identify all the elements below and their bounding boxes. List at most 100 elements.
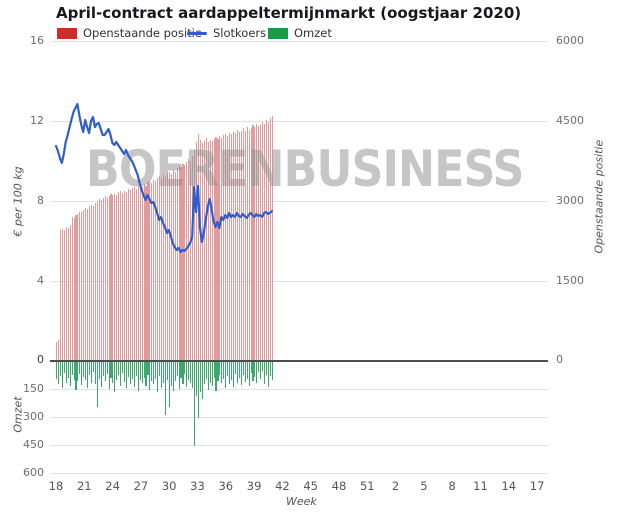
gridline (50, 201, 548, 202)
legend: Openstaande positie Slotkoers Omzet (0, 26, 625, 42)
omzet-bar (213, 362, 215, 378)
open-interest-bar (118, 192, 120, 361)
omzet-bar (81, 362, 83, 386)
omzet-bar (71, 362, 73, 376)
omzet-bar (192, 362, 194, 389)
open-interest-bar (96, 201, 98, 361)
omzet-bar (100, 362, 102, 388)
omzet-bar (260, 362, 262, 379)
open-interest-bar (104, 196, 106, 361)
omzet-bar (217, 362, 219, 381)
omzet-bar (94, 362, 96, 385)
right-axis-tick: 3000 (556, 194, 584, 207)
x-axis-tick-week: 2 (391, 479, 400, 493)
x-axis-tick-week: 17 (529, 479, 545, 493)
omzet-bar (69, 362, 71, 387)
omzet-bar (238, 362, 240, 378)
open-interest-bar (188, 159, 190, 361)
omzet-bar (262, 362, 264, 372)
omzet-bar (67, 362, 69, 378)
open-interest-bar (126, 191, 128, 361)
omzet-bar (252, 362, 254, 381)
volume-axis-tick: 150 (23, 382, 44, 395)
x-axis-tick-week: 30 (161, 479, 177, 493)
open-interest-bar (114, 193, 116, 361)
volume-axis-tick: 600 (23, 466, 44, 479)
left-axis-tick: 12 (30, 114, 44, 127)
omzet-bar (180, 362, 182, 378)
open-interest-bar (141, 186, 143, 361)
open-interest-bar (108, 195, 110, 361)
open-interest-bar (71, 217, 73, 361)
omzet-bar (184, 362, 186, 375)
omzet-bar (182, 362, 184, 385)
legend-item-slotkoers[interactable]: Slotkoers (187, 26, 266, 40)
open-interest-bar (61, 228, 63, 361)
omzet-bar (147, 362, 149, 376)
omzet-bar (85, 362, 87, 380)
x-axis-tick-week: 21 (76, 479, 92, 493)
gridline (50, 417, 548, 418)
omzet-bar (126, 362, 128, 389)
omzet-bar (203, 362, 205, 385)
open-interest-bar (87, 209, 89, 361)
x-axis-tick-week: 18 (48, 479, 64, 493)
omzet-bar (131, 362, 133, 379)
open-interest-bar (149, 180, 151, 361)
omzet-bar (135, 362, 137, 376)
omzet-bar (124, 362, 126, 382)
open-interest-bar (112, 195, 114, 361)
legend-item-openstaande-positie[interactable]: Openstaande positie (57, 26, 202, 40)
legend-swatch-open-interest (57, 27, 77, 39)
omzet-bar (246, 362, 248, 379)
omzet-bar (120, 362, 122, 387)
open-interest-bar (182, 163, 184, 361)
legend-item-omzet[interactable]: Omzet (268, 26, 332, 40)
right-axis-tick: 1500 (556, 274, 584, 287)
omzet-bar (112, 362, 114, 384)
right-axis-tick: 4500 (556, 114, 584, 127)
x-axis-tick-week: 45 (303, 479, 318, 493)
open-interest-bar (131, 188, 133, 361)
omzet-bar (232, 362, 235, 388)
x-axis-tick-week: 42 (275, 479, 290, 493)
open-interest-bar (190, 161, 192, 361)
omzet-bar (114, 362, 116, 392)
open-interest-bar (77, 213, 79, 361)
legend-label-openstaande-positie: Openstaande positie (83, 26, 202, 40)
open-interest-bar (120, 191, 122, 361)
omzet-bar (199, 362, 202, 392)
omzet-bar (231, 362, 233, 380)
open-interest-bar (69, 225, 71, 361)
right-axis-tick-zero: 0 (556, 353, 563, 366)
omzet-bar (254, 362, 256, 377)
open-interest-bar (137, 186, 139, 361)
x-axis-tick-week: 14 (501, 479, 517, 493)
x-axis-tick-week: 48 (331, 479, 347, 493)
omzet-bar (137, 362, 139, 391)
omzet-bar (59, 362, 61, 376)
open-interest-bar (129, 190, 131, 361)
open-interest-bar (57, 340, 60, 361)
omzet-bar (256, 362, 258, 384)
omzet-bar (116, 362, 118, 380)
open-interest-bar (178, 165, 180, 361)
omzet-bar (98, 362, 100, 379)
open-interest-bar (124, 190, 126, 361)
omzet-bar (236, 362, 238, 383)
omzet-bar (83, 362, 85, 377)
open-interest-bar (116, 194, 118, 361)
open-interest-bar (155, 181, 157, 361)
left-axis-tick: 16 (30, 34, 44, 47)
omzet-bar (164, 362, 166, 416)
omzet-bar (61, 362, 63, 389)
omzet-bar (258, 362, 260, 373)
watermark: BOERENBUSINESS (86, 140, 524, 198)
omzet-bar (151, 362, 153, 381)
omzet-bar (102, 362, 104, 376)
omzet-bar (176, 362, 178, 376)
legend-label-omzet: Omzet (294, 26, 332, 40)
omzet-bar (174, 362, 176, 381)
omzet-bar (211, 362, 213, 387)
